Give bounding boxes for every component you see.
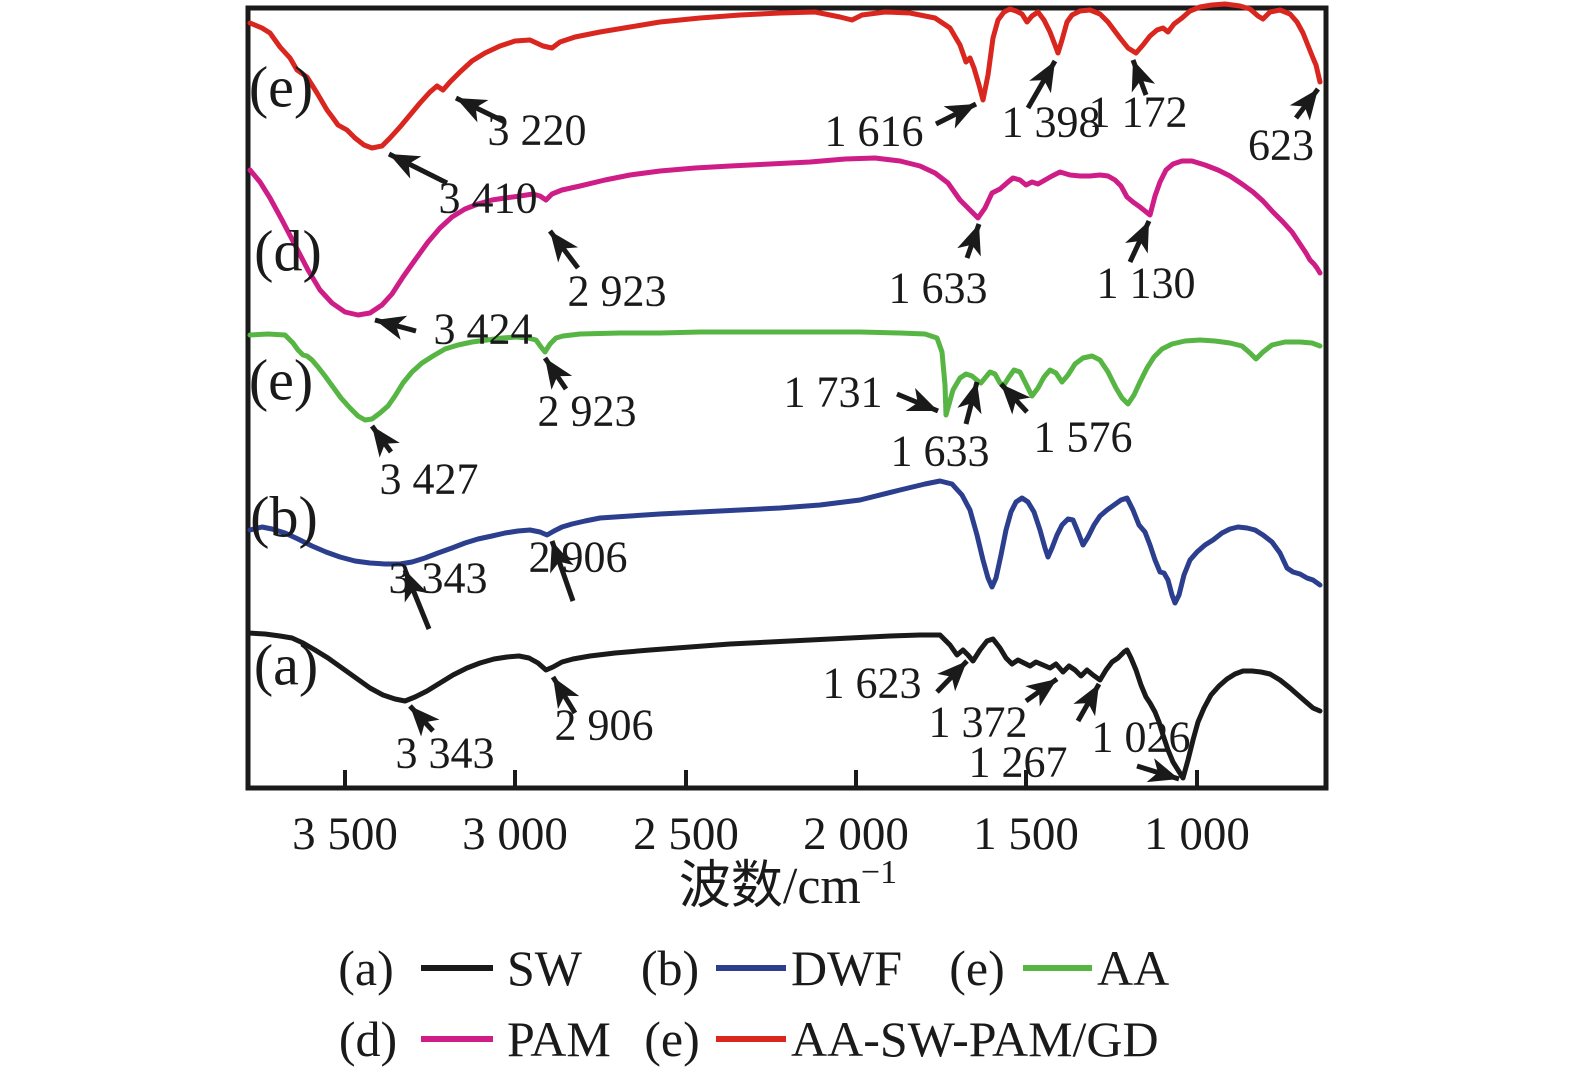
legend-label-e: AA-SW-PAM/GD bbox=[791, 1011, 1159, 1067]
peak-arrow-c-2923 bbox=[542, 356, 573, 391]
peak-arrow-a-1623 bbox=[935, 659, 969, 694]
curve-letter-b: (b) bbox=[250, 485, 318, 550]
peak-label-e-3410: 3 410 bbox=[439, 174, 538, 223]
legend-letter-e: (e) bbox=[644, 1011, 700, 1067]
legend-label-a: SW bbox=[507, 940, 583, 996]
peak-arrow-d-2923 bbox=[548, 229, 580, 270]
peak-label-d-3424: 3 424 bbox=[434, 305, 533, 354]
peak-label-d-1130: 1 130 bbox=[1097, 259, 1196, 308]
peak-arrow-a-1267 bbox=[1073, 682, 1102, 723]
peak-label-c-2923: 2 923 bbox=[538, 387, 637, 436]
curve-letter-d: (d) bbox=[254, 219, 322, 284]
x-tick-label-3000: 3 000 bbox=[462, 808, 568, 860]
legend-label-c: AA bbox=[1097, 940, 1169, 996]
peak-label-e-1398: 1 398 bbox=[1002, 98, 1101, 147]
x-axis: 3 500 3 000 2 500 2 000 1 500 1 000 bbox=[292, 770, 1250, 860]
legend-letter-b: (b) bbox=[641, 940, 699, 996]
plot-border-group bbox=[245, 5, 1329, 791]
peak-arrow-a-2906 bbox=[550, 675, 580, 715]
peak-label-a-1026: 1 026 bbox=[1092, 713, 1191, 762]
peak-label-c-1731: 1 731 bbox=[784, 368, 883, 417]
peak-arrow-c-3427 bbox=[369, 424, 400, 458]
peak-arrow-e-3220 bbox=[454, 95, 507, 125]
peak-label-e-1616: 1 616 bbox=[825, 107, 924, 156]
peak-arrow-e-623 bbox=[1289, 87, 1320, 121]
peak-arrow-a-1372 bbox=[1024, 676, 1059, 707]
curve-letter-c: (e) bbox=[249, 348, 313, 413]
legend-letter-d: (d) bbox=[339, 1011, 397, 1067]
peak-arrow-e-1398 bbox=[1025, 59, 1058, 110]
peak-arrow-e-3410 bbox=[387, 151, 449, 186]
spectrum-curve-b bbox=[247, 478, 1323, 606]
peak-label-c-1576: 1 576 bbox=[1034, 413, 1133, 462]
peak-arrow-d-1633 bbox=[957, 223, 982, 259]
x-tick-label-1000: 1 000 bbox=[1144, 808, 1250, 860]
plot-border bbox=[245, 5, 1329, 791]
peak-label-c-1633: 1 633 bbox=[891, 427, 990, 476]
peak-label-a-3343: 3 343 bbox=[396, 729, 495, 778]
peak-label-a-1267: 1 267 bbox=[969, 738, 1068, 787]
peak-label-b-2906: 2 906 bbox=[529, 533, 628, 582]
peak-label-e-3220: 3 220 bbox=[488, 106, 587, 155]
peak-arrow-c-1576 bbox=[999, 382, 1031, 415]
peak-label-a-2906: 2 906 bbox=[555, 701, 654, 750]
spectrum-curve-c bbox=[247, 329, 1323, 423]
peak-arrow-b-3343 bbox=[402, 569, 432, 630]
curve-letter-e: (e) bbox=[249, 55, 313, 120]
legend-letter-c: (e) bbox=[949, 940, 1005, 996]
peak-arrow-d-1130 bbox=[1125, 219, 1152, 264]
x-axis-title: 波数/cm−1 bbox=[679, 854, 897, 915]
peak-label-e-1172: 1 172 bbox=[1089, 88, 1188, 137]
peak-label-c-3427: 3 427 bbox=[380, 455, 479, 504]
peak-label-d-2923: 2 923 bbox=[568, 267, 667, 316]
peak-arrow-c-1731 bbox=[896, 387, 939, 414]
legend-label-d: PAM bbox=[507, 1011, 611, 1067]
spectrum-curve-a bbox=[245, 630, 1323, 781]
legend-letter-a: (a) bbox=[338, 940, 394, 996]
peak-label-d-1633: 1 633 bbox=[889, 264, 988, 313]
axis-title: 波数/cm−1 bbox=[679, 854, 897, 915]
peak-label-a-1623: 1 623 bbox=[823, 659, 922, 708]
peak-arrow-e-1172 bbox=[1130, 59, 1156, 96]
curve-letter-a: (a) bbox=[254, 633, 318, 698]
curve-letters: (e) (d) (e) (b) (a) bbox=[249, 55, 322, 698]
peak-label-e-623: 623 bbox=[1248, 121, 1314, 170]
peak-label-a-1372: 1 372 bbox=[929, 698, 1028, 747]
peak-arrow-d-3424 bbox=[374, 315, 417, 340]
spectrum-curve-e bbox=[247, 1, 1323, 151]
peak-arrow-e-1616 bbox=[934, 101, 978, 129]
peak-arrow-b-2906 bbox=[549, 540, 576, 602]
legend-label-b: DWF bbox=[791, 940, 902, 996]
x-tick-label-2000: 2 000 bbox=[803, 808, 909, 860]
curves bbox=[245, 1, 1323, 781]
spectrum-curve-d bbox=[247, 155, 1323, 318]
x-tick-label-3500: 3 500 bbox=[292, 808, 398, 860]
legend: (a) SW (b) DWF (e) AA (d) PAM (e) AA-SW-PAM/GD bbox=[338, 940, 1169, 1067]
peak-label-b-3343: 3 343 bbox=[389, 554, 488, 603]
peak-arrow-a-3343 bbox=[408, 704, 440, 737]
x-tick-label-2500: 2 500 bbox=[633, 808, 739, 860]
x-tick-label-1500: 1 500 bbox=[973, 808, 1079, 860]
peak-arrow-a-1026 bbox=[1136, 758, 1180, 783]
peak-arrow-c-1633 bbox=[957, 381, 982, 425]
